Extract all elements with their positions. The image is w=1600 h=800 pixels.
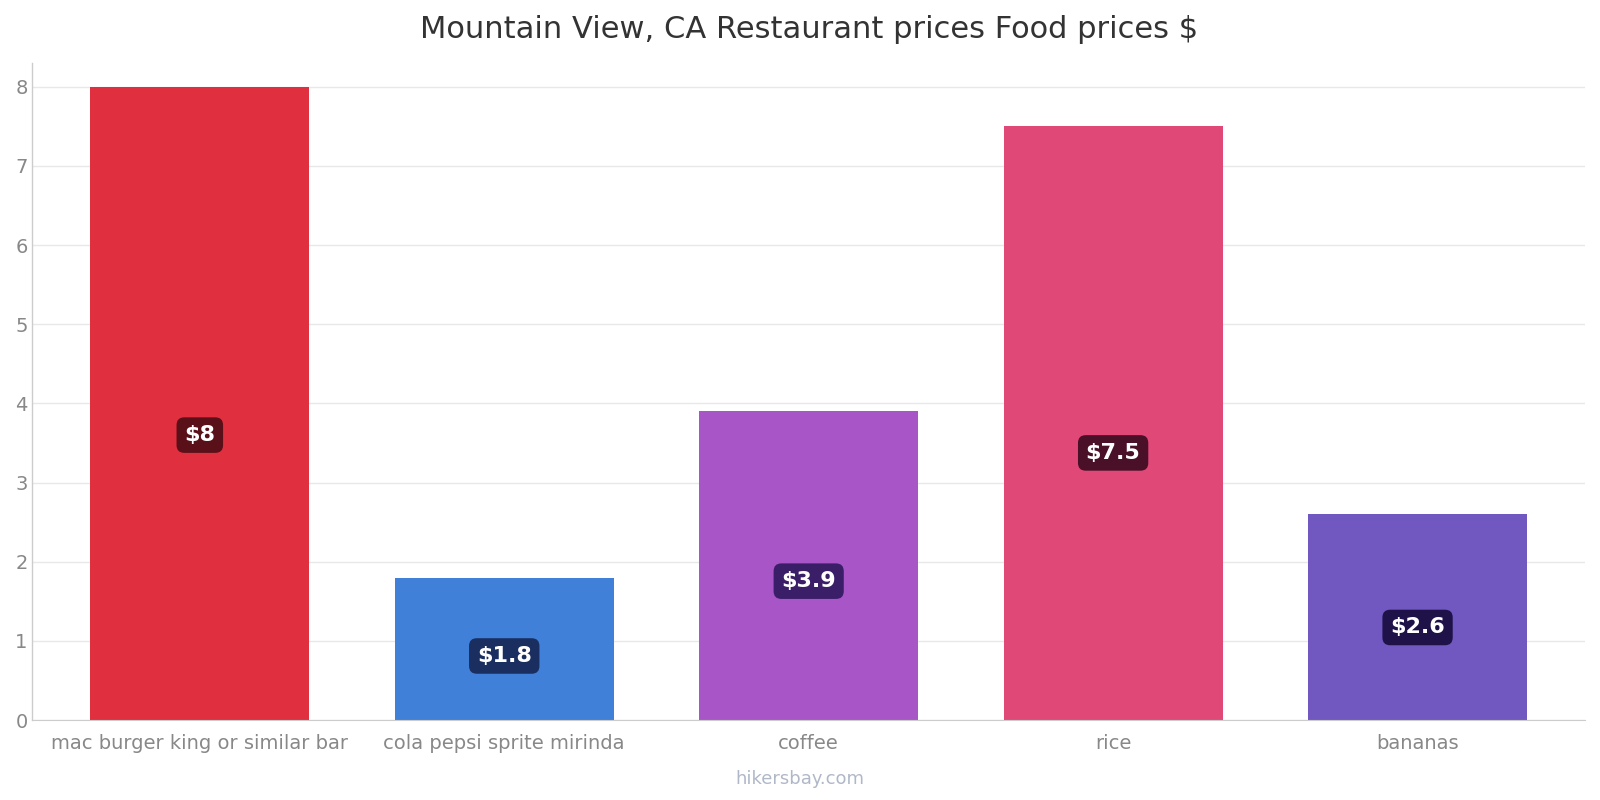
Text: $7.5: $7.5 [1086, 443, 1141, 463]
Bar [1003, 126, 1222, 720]
Text: $2.6: $2.6 [1390, 618, 1445, 638]
Text: $1.8: $1.8 [477, 646, 531, 666]
Bar [1307, 514, 1526, 720]
Bar [699, 411, 918, 720]
Text: $8: $8 [184, 425, 216, 445]
Bar [395, 578, 614, 720]
Text: $3.9: $3.9 [781, 571, 835, 591]
Text: hikersbay.com: hikersbay.com [736, 770, 864, 788]
Title: Mountain View, CA Restaurant prices Food prices $: Mountain View, CA Restaurant prices Food… [419, 15, 1198, 44]
Bar [90, 86, 309, 720]
